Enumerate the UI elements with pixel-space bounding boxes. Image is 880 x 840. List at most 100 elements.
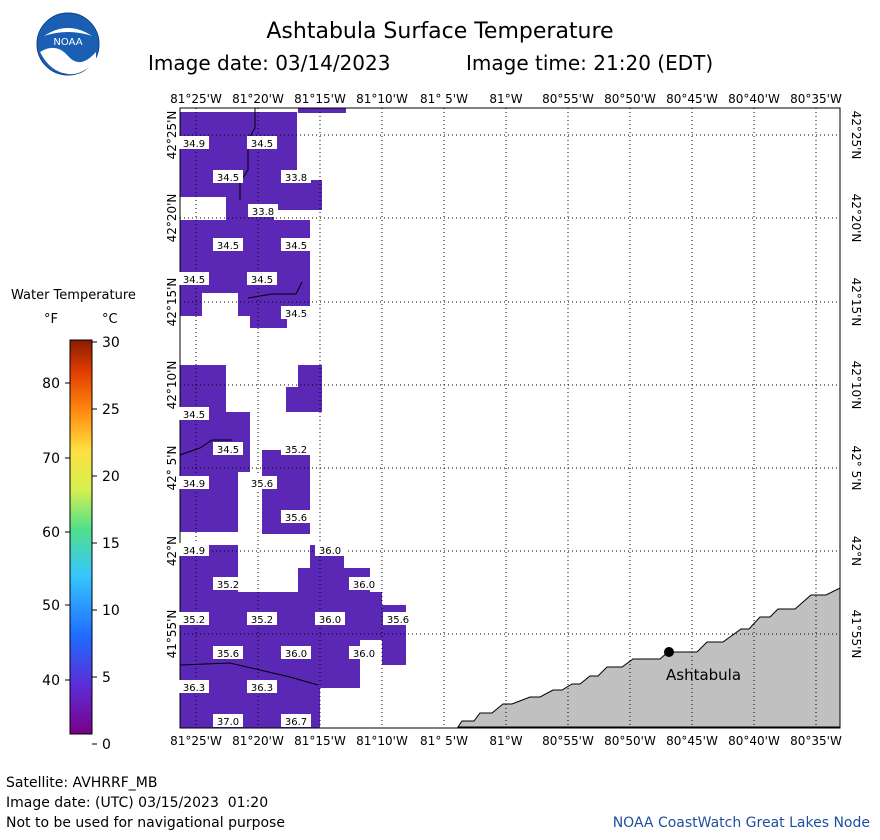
svg-text:35.2: 35.2 [251,615,273,626]
lon-label: 81°15'W [294,92,346,106]
lat-label: 42°15'N [165,278,179,327]
temp-reading: 33.8 [281,170,311,184]
lat-label: 42°10'N [165,361,179,410]
temp-reading: 35.2 [247,612,277,626]
lat-label: 42° 5'N [849,446,863,491]
lon-label: 80°55'W [542,734,594,748]
latitude-labels-left: 42°25'N 42°20'N 42°15'N 42°10'N 42° 5'N 42°N 4… [165,111,179,659]
land-area [457,587,841,728]
lon-label: 80°35'W [790,734,842,748]
lon-label: 81° 5'W [420,734,468,748]
svg-text:34.9: 34.9 [183,479,205,490]
svg-text:34.5: 34.5 [183,410,205,421]
lat-label: 42°20'N [165,194,179,243]
svg-text:34.5: 34.5 [251,275,273,286]
city-marker [664,647,674,657]
svg-text:35.6: 35.6 [285,513,307,524]
svg-text:37.0: 37.0 [217,717,239,728]
lon-label: 80°40'W [728,734,780,748]
temp-reading: 34.5 [213,170,243,184]
lon-label: 80°50'W [604,92,656,106]
temp-reading: 35.6 [247,476,277,490]
svg-text:34.9: 34.9 [183,546,205,557]
lon-label: 80°45'W [666,92,718,106]
temp-reading: 35.6 [383,612,413,626]
noaa-logo: NOAA [36,12,100,76]
svg-text:34.9: 34.9 [183,139,205,150]
lon-label: 80°40'W [728,92,780,106]
svg-text:36.0: 36.0 [353,580,375,591]
svg-text:35.2: 35.2 [217,580,239,591]
temp-reading: 33.8 [248,204,278,218]
temp-reading: 36.3 [247,680,277,694]
legend-colorbar: 40 50 60 70 80 0 5 10 15 20 25 30 [42,335,120,750]
lon-label: 80°45'W [666,734,718,748]
temp-reading: 34.5 [281,306,311,320]
legend-unit-f: °F [44,312,58,327]
svg-text:35.6: 35.6 [387,615,409,626]
svg-text:35.2: 35.2 [285,445,307,456]
temperature-map: 81°25'W 81°20'W 81°15'W 81°10'W 81° 5'W 81°W 8… [165,92,863,748]
lat-label: 41°55'N [165,610,179,659]
latitude-labels-right: 42°25'N 42°20'N 42°15'N 42°10'N 42° 5'N 42°N 4… [849,111,863,659]
lon-label: 81°20'W [232,734,284,748]
city-label: Ashtabula [666,666,741,684]
utc-date: Image date: (UTC) 03/15/2023 01:20 [6,795,269,811]
temperature-cells [180,112,406,728]
water-strip [298,108,346,113]
lat-label: 42° 5'N [165,446,179,491]
image-date: Image date: 03/14/2023 [148,51,391,75]
temp-reading: 34.5 [179,407,209,421]
svg-text:34.5: 34.5 [285,309,307,320]
svg-text:36.3: 36.3 [251,683,273,694]
lat-label: 42°N [849,536,863,566]
lon-label: 81°25'W [170,734,222,748]
temp-reading: 34.9 [179,136,209,150]
svg-text:33.8: 33.8 [252,207,274,218]
svg-text:36.0: 36.0 [319,546,341,557]
lat-label: 42°20'N [849,194,863,243]
svg-text:35.6: 35.6 [251,479,273,490]
temp-reading: 34.5 [247,136,277,150]
temp-reading: 36.3 [179,680,209,694]
svg-text:36.0: 36.0 [353,649,375,660]
svg-text:36.0: 36.0 [319,615,341,626]
svg-text:40: 40 [42,673,60,689]
temperature-labels: 34.9 34.5 34.5 33.8 33.8 34.5 34.5 34.5 34.5 34.5… [179,136,413,728]
lon-label: 81°10'W [356,92,408,106]
svg-text:35.6: 35.6 [217,649,239,660]
svg-text:70: 70 [42,451,60,467]
svg-text:25: 25 [102,402,120,418]
legend-title: Water Temperature [11,288,136,303]
temp-reading: 35.6 [281,510,311,524]
celsius-ticks: 0 5 10 15 20 25 30 [92,335,120,750]
lat-label: 42°25'N [849,111,863,160]
svg-text:33.8: 33.8 [285,173,307,184]
lon-label: 81° 5'W [420,92,468,106]
svg-text:34.5: 34.5 [251,139,273,150]
lon-label: 81°W [489,92,522,106]
disclaimer: Not to be used for navigational purpose [6,815,285,831]
temp-reading: 34.5 [247,272,277,286]
svg-text:0: 0 [102,737,111,750]
svg-text:10: 10 [102,603,120,619]
lon-label: 80°35'W [790,92,842,106]
temp-reading: 35.2 [281,442,311,456]
county-boundaries [179,108,319,686]
svg-text:36.7: 36.7 [285,717,307,728]
lat-label: 41°55'N [849,610,863,659]
temp-reading: 35.6 [213,646,243,660]
svg-text:36.3: 36.3 [183,683,205,694]
temp-reading: 34.5 [179,272,209,286]
temp-reading: 36.0 [349,577,379,591]
temp-reading: 36.7 [281,714,311,728]
svg-text:34.5: 34.5 [217,241,239,252]
temp-reading: 34.5 [213,442,243,456]
page-title: Ashtabula Surface Temperature [266,19,614,44]
temp-reading: 36.0 [281,646,311,660]
lon-label: 81°10'W [356,734,408,748]
logo-text: NOAA [53,37,82,48]
credit-link[interactable]: NOAA CoastWatch Great Lakes Node [612,815,870,831]
temp-reading: 36.0 [349,646,379,660]
temp-reading: 34.5 [281,238,311,252]
